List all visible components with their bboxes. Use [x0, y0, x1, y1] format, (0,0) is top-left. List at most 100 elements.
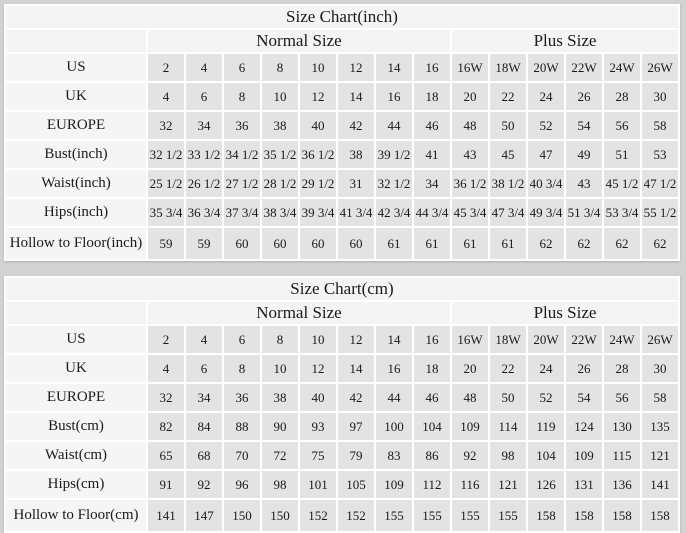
- size-value-cell: 55 1/2: [642, 199, 678, 226]
- size-value-cell: 38 3/4: [262, 199, 298, 226]
- size-value-cell: 32 1/2: [148, 141, 184, 168]
- size-value-cell: 26: [566, 355, 602, 382]
- table-row: Bust(inch) 32 1/2 33 1/2 34 1/2 35 1/2 36 1/2…: [6, 141, 678, 168]
- size-value-cell: 155: [414, 500, 450, 531]
- size-value-cell: 34: [186, 112, 222, 139]
- size-value-cell: 150: [224, 500, 260, 531]
- row-label: US: [6, 54, 146, 81]
- size-value-cell: 16: [414, 326, 450, 353]
- size-chart-cm-table: Size Chart(cm) Normal Size Plus Size US 2…: [4, 276, 680, 533]
- size-value-cell: 38: [338, 141, 374, 168]
- size-value-cell: 12: [300, 83, 336, 110]
- title-row: Size Chart(cm): [6, 278, 678, 300]
- size-value-cell: 40: [300, 112, 336, 139]
- size-value-cell: 52: [528, 384, 564, 411]
- size-value-cell: 24W: [604, 326, 640, 353]
- size-value-cell: 20: [452, 355, 488, 382]
- size-value-cell: 104: [528, 442, 564, 469]
- size-value-cell: 47 3/4: [490, 199, 526, 226]
- row-label: UK: [6, 83, 146, 110]
- plus-size-header: Plus Size: [452, 30, 678, 52]
- table-title: Size Chart(cm): [6, 278, 678, 300]
- size-value-cell: 141: [642, 471, 678, 498]
- size-value-cell: 155: [490, 500, 526, 531]
- size-value-cell: 10: [300, 326, 336, 353]
- row-label: EUROPE: [6, 112, 146, 139]
- size-value-cell: 65: [148, 442, 184, 469]
- size-value-cell: 70: [224, 442, 260, 469]
- size-value-cell: 52: [528, 112, 564, 139]
- size-value-cell: 131: [566, 471, 602, 498]
- size-value-cell: 39 3/4: [300, 199, 336, 226]
- size-chart-inch-table: Size Chart(inch) Normal Size Plus Size U…: [4, 4, 680, 261]
- size-value-cell: 43: [566, 170, 602, 197]
- size-value-cell: 41: [414, 141, 450, 168]
- size-value-cell: 40: [300, 384, 336, 411]
- size-value-cell: 49 3/4: [528, 199, 564, 226]
- size-value-cell: 141: [148, 500, 184, 531]
- size-value-cell: 158: [642, 500, 678, 531]
- table-row: UK 4 6 8 10 12 14 16 18 20 22 24 26 28 30: [6, 83, 678, 110]
- size-value-cell: 24: [528, 83, 564, 110]
- row-label: Hollow to Floor(inch): [6, 228, 146, 259]
- size-value-cell: 48: [452, 112, 488, 139]
- size-value-cell: 58: [642, 112, 678, 139]
- size-value-cell: 46: [414, 384, 450, 411]
- size-value-cell: 6: [224, 326, 260, 353]
- size-value-cell: 115: [604, 442, 640, 469]
- size-value-cell: 38: [262, 384, 298, 411]
- size-value-cell: 155: [376, 500, 412, 531]
- size-value-cell: 42 3/4: [376, 199, 412, 226]
- size-value-cell: 51: [604, 141, 640, 168]
- size-value-cell: 158: [566, 500, 602, 531]
- table-row: Hollow to Floor(cm) 141 147 150 150 152 152 155…: [6, 500, 678, 531]
- size-value-cell: 42: [338, 384, 374, 411]
- size-value-cell: 35 1/2: [262, 141, 298, 168]
- row-label: UK: [6, 355, 146, 382]
- size-value-cell: 18: [414, 355, 450, 382]
- size-value-cell: 61: [414, 228, 450, 259]
- size-value-cell: 79: [338, 442, 374, 469]
- size-value-cell: 116: [452, 471, 488, 498]
- size-value-cell: 47: [528, 141, 564, 168]
- size-value-cell: 32 1/2: [376, 170, 412, 197]
- size-value-cell: 2: [148, 326, 184, 353]
- size-value-cell: 37 3/4: [224, 199, 260, 226]
- size-value-cell: 12: [338, 54, 374, 81]
- size-value-cell: 60: [338, 228, 374, 259]
- size-value-cell: 28: [604, 83, 640, 110]
- normal-size-header: Normal Size: [148, 302, 450, 324]
- size-value-cell: 61: [452, 228, 488, 259]
- size-value-cell: 61: [376, 228, 412, 259]
- corner-cell: [6, 302, 146, 324]
- size-value-cell: 56: [604, 112, 640, 139]
- size-value-cell: 14: [376, 54, 412, 81]
- size-value-cell: 16W: [452, 54, 488, 81]
- size-value-cell: 26W: [642, 326, 678, 353]
- size-value-cell: 35 3/4: [148, 199, 184, 226]
- size-value-cell: 28: [604, 355, 640, 382]
- size-value-cell: 158: [528, 500, 564, 531]
- size-value-cell: 92: [186, 471, 222, 498]
- size-value-cell: 16: [376, 83, 412, 110]
- size-value-cell: 53 3/4: [604, 199, 640, 226]
- size-value-cell: 83: [376, 442, 412, 469]
- size-value-cell: 86: [414, 442, 450, 469]
- size-value-cell: 28 1/2: [262, 170, 298, 197]
- size-value-cell: 18W: [490, 54, 526, 81]
- size-value-cell: 91: [148, 471, 184, 498]
- table-row: Bust(cm) 82 84 88 90 93 97 100 104 109 114 119 124 13…: [6, 413, 678, 440]
- size-value-cell: 26 1/2: [186, 170, 222, 197]
- size-value-cell: 18W: [490, 326, 526, 353]
- size-value-cell: 54: [566, 384, 602, 411]
- size-value-cell: 44: [376, 384, 412, 411]
- row-label: Bust(inch): [6, 141, 146, 168]
- size-value-cell: 54: [566, 112, 602, 139]
- table-row: UK 4 6 8 10 12 14 16 18 20 22 24 26 28 30: [6, 355, 678, 382]
- size-value-cell: 32: [148, 384, 184, 411]
- title-row: Size Chart(inch): [6, 6, 678, 28]
- size-value-cell: 59: [186, 228, 222, 259]
- size-value-cell: 121: [642, 442, 678, 469]
- size-value-cell: 34: [414, 170, 450, 197]
- size-value-cell: 155: [452, 500, 488, 531]
